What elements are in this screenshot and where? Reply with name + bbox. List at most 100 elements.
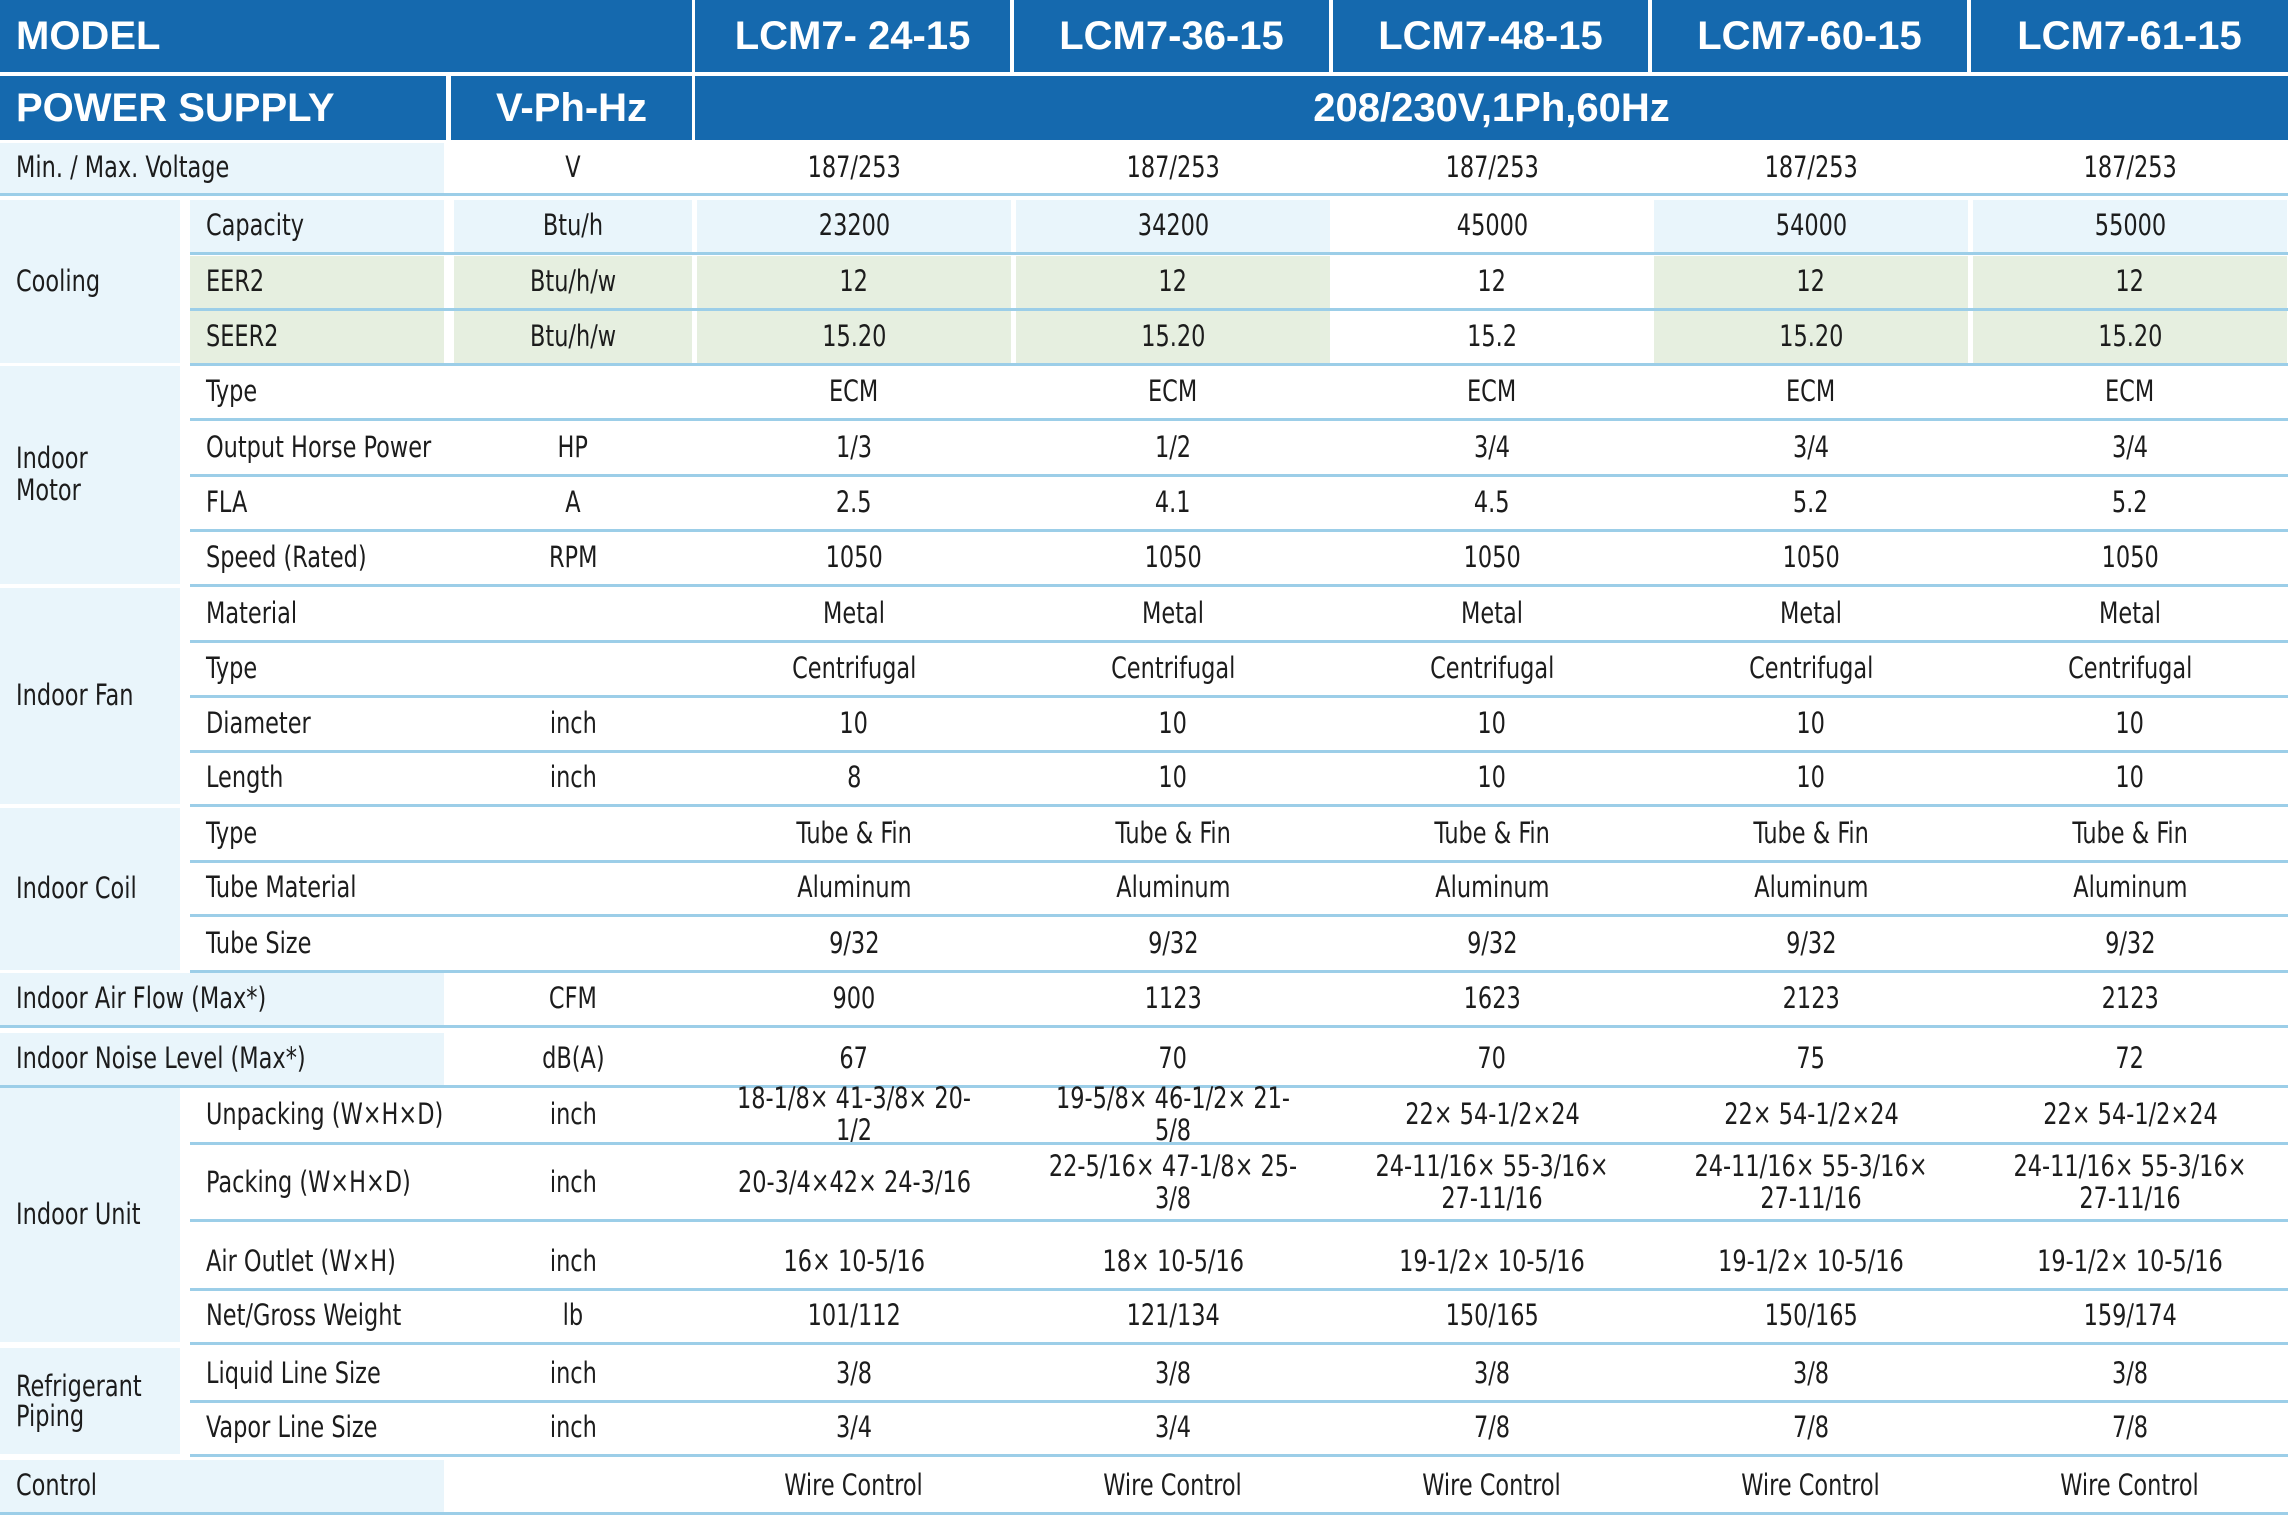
unit-cell-text: Btu/h/w [529, 264, 617, 299]
value-cell: 19-1/2× 10-5/16 [1335, 1236, 1649, 1288]
value-cell-text: 10 [1477, 706, 1507, 741]
value-cell: Wire Control [1335, 1460, 1649, 1512]
value-cell-text: 34200 [1137, 208, 1209, 243]
value-cell: 5.2 [1973, 477, 2287, 529]
group-label: Refrigerant Piping [0, 1348, 180, 1454]
value-cell-text: 12 [1796, 264, 1826, 299]
value-cell-text: Tube & Fin [796, 816, 912, 851]
group-label: Indoor Unit [0, 1088, 180, 1342]
unit-cell: inch [454, 752, 692, 804]
row-divider [0, 1085, 2288, 1088]
value-cell: 150/165 [1654, 1290, 1968, 1342]
model-column-header: LCM7-36-15 [1014, 0, 1329, 72]
group-label: Indoor Fan [0, 588, 180, 804]
value-cell-text: Aluminum [796, 870, 912, 905]
value-cell: 24-11/16× 55-3/16× 27-11/16 [1654, 1147, 1968, 1219]
value-cell-text: ECM [829, 374, 879, 409]
value-cell: 22× 54-1/2×24 [1335, 1088, 1649, 1142]
unit-cell-text: inch [549, 1165, 597, 1200]
group-label-text: Indoor Unit [16, 1197, 141, 1232]
unit-cell: inch [454, 1348, 692, 1400]
value-cell: 2123 [1973, 973, 2287, 1025]
item-label-text: Length [206, 760, 284, 795]
value-cell: 4.5 [1335, 477, 1649, 529]
value-cell-text: 75 [1796, 1041, 1826, 1076]
unit-cell [454, 1460, 692, 1512]
value-cell: Tube & Fin [697, 808, 1011, 860]
row-divider [190, 860, 2288, 863]
value-cell-text: 18× 10-5/16 [1102, 1244, 1244, 1279]
value-cell: 12 [1973, 256, 2287, 308]
model-header-label: MODEL [0, 0, 692, 72]
unit-cell: dB(A) [454, 1033, 692, 1085]
row-label-text: Control [16, 1468, 98, 1503]
unit-cell [454, 918, 692, 970]
value-cell: 10 [1973, 752, 2287, 804]
item-label: Output Horse Power [190, 422, 444, 474]
unit-cell: inch [454, 1236, 692, 1288]
value-cell-text: Wire Control [2060, 1468, 2200, 1503]
value-cell-text: Centrifugal [1429, 651, 1555, 686]
value-cell-text: ECM [1148, 374, 1198, 409]
value-cell: 24-11/16× 55-3/16× 27-11/16 [1335, 1147, 1649, 1219]
value-cell-text: 19-1/2× 10-5/16 [2037, 1244, 2223, 1279]
value-cell: 187/253 [1973, 143, 2287, 193]
value-cell: 8 [697, 752, 1011, 804]
value-cell: 22× 54-1/2×24 [1654, 1088, 1968, 1142]
item-label: Speed (Rated) [190, 532, 444, 584]
item-label: Net/Gross Weight [190, 1290, 444, 1342]
value-cell-text: Tube & Fin [2072, 816, 2188, 851]
unit-cell-text: inch [549, 1244, 597, 1279]
value-cell: 187/253 [1016, 143, 1330, 193]
value-cell: 7/8 [1654, 1402, 1968, 1454]
value-cell-text: 15.2 [1467, 319, 1517, 354]
item-label: Material [190, 588, 444, 640]
value-cell-text: 7/8 [1473, 1410, 1511, 1445]
value-cell: 4.1 [1016, 477, 1330, 529]
unit-cell-text: lb [562, 1298, 584, 1333]
value-cell: 2.5 [697, 477, 1011, 529]
item-label-text: Output Horse Power [206, 430, 432, 465]
item-label-text: Vapor Line Size [206, 1410, 378, 1445]
value-cell: 70 [1335, 1033, 1649, 1085]
value-cell: Wire Control [1016, 1460, 1330, 1512]
value-cell-text: Aluminum [2072, 870, 2188, 905]
value-cell: 3/4 [1016, 1402, 1330, 1454]
value-cell-text: 16× 10-5/16 [783, 1244, 925, 1279]
model-column-header-text: LCM7-61-15 [2017, 13, 2242, 58]
value-cell-text: 9/32 [1785, 926, 1837, 961]
unit-cell: CFM [454, 973, 692, 1025]
value-cell: 45000 [1335, 200, 1649, 252]
value-cell-text: Tube & Fin [1753, 816, 1869, 851]
unit-cell-text: inch [549, 706, 597, 741]
unit-cell: A [454, 477, 692, 529]
value-cell-text: 24-11/16× 55-3/16× 27-11/16 [1694, 1149, 1928, 1215]
item-label: Type [190, 643, 444, 695]
group-label-text: Indoor Fan [16, 678, 134, 713]
value-cell-text: 187/253 [1764, 150, 1858, 185]
model-column-header: LCM7-48-15 [1333, 0, 1648, 72]
value-cell-text: Aluminum [1434, 870, 1550, 905]
unit-cell-text: dB(A) [541, 1041, 605, 1076]
value-cell: 12 [697, 256, 1011, 308]
unit-cell: inch [454, 1088, 692, 1142]
value-cell: 101/112 [697, 1290, 1011, 1342]
value-cell-text: Metal [1142, 596, 1204, 631]
model-column-header-text: LCM7-60-15 [1697, 13, 1922, 58]
unit-cell-text: inch [549, 760, 597, 795]
value-cell: ECM [1335, 366, 1649, 418]
value-cell-text: 900 [832, 981, 876, 1016]
value-cell-text: 10 [2115, 706, 2145, 741]
unit-cell-text: HP [557, 430, 589, 465]
power-supply-unit: V-Ph-Hz [451, 76, 692, 140]
value-cell: 15.20 [697, 311, 1011, 363]
unit-cell [454, 808, 692, 860]
row-label: Min. / Max. Voltage [0, 143, 444, 193]
value-cell: 5.2 [1654, 477, 1968, 529]
value-cell-text: 55000 [2094, 208, 2166, 243]
value-cell-text: 1050 [825, 540, 883, 575]
value-cell-text: 2.5 [836, 485, 872, 520]
value-cell: 10 [1016, 698, 1330, 750]
value-cell-text: 3/8 [835, 1356, 873, 1391]
power-supply-value: 208/230V,1Ph,60Hz [695, 76, 2288, 140]
